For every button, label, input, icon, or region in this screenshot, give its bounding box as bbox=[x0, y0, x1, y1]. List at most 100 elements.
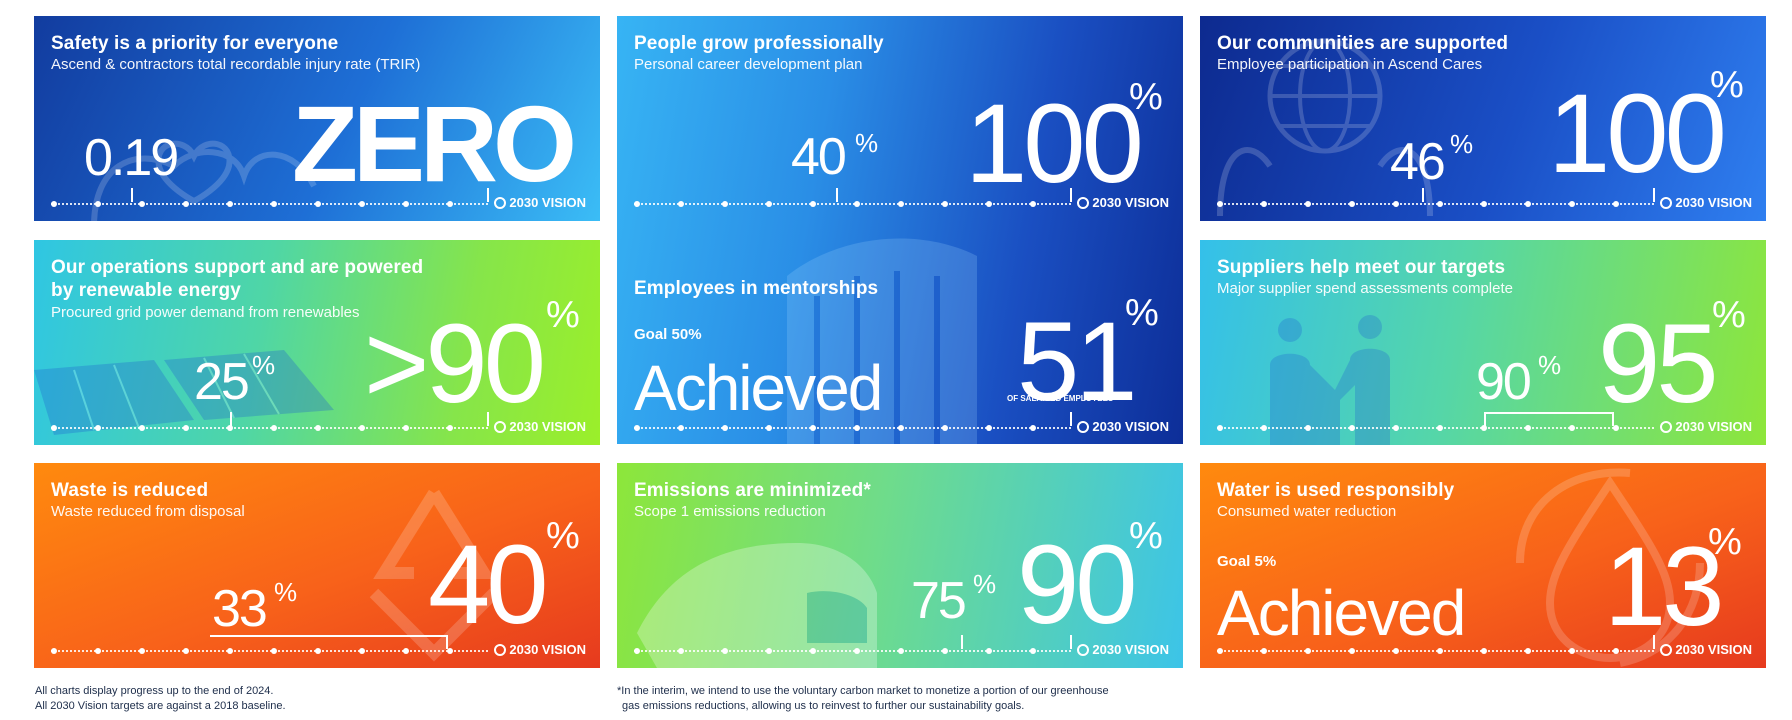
target-tick bbox=[487, 412, 489, 426]
current-tick bbox=[961, 635, 963, 649]
target-ring-icon bbox=[494, 644, 507, 656]
current-value: 40 bbox=[791, 128, 847, 186]
current-value: 46 bbox=[1390, 133, 1446, 191]
timeline bbox=[634, 425, 1071, 431]
goal-label: Goal 5% bbox=[1217, 553, 1277, 570]
target-value: ZERO bbox=[292, 83, 577, 204]
target-value: 100 bbox=[1548, 71, 1727, 196]
target-tick bbox=[1612, 412, 1614, 426]
footnote-line: All charts display progress up to the en… bbox=[35, 685, 274, 697]
card-subtitle: Waste reduced from disposal bbox=[51, 503, 245, 520]
card-title: Our communities are supported bbox=[1217, 33, 1509, 54]
timeline bbox=[634, 648, 1071, 654]
current-tick bbox=[836, 188, 838, 202]
target-value: 40 bbox=[428, 522, 549, 647]
card-title: Emissions are minimized* bbox=[634, 480, 871, 501]
vision-label: 2030 VISION bbox=[1660, 420, 1752, 434]
target-value: 95 bbox=[1598, 301, 1719, 426]
target-tick bbox=[446, 635, 448, 649]
current-value: 90 bbox=[1476, 353, 1532, 411]
timeline bbox=[1217, 648, 1654, 654]
target-percent: % bbox=[1129, 76, 1163, 118]
target-tick bbox=[1070, 635, 1072, 649]
target-ring-icon bbox=[1660, 644, 1673, 656]
footnote-line: All 2030 Vision targets are against a 20… bbox=[35, 700, 286, 712]
target-percent: % bbox=[1710, 64, 1744, 106]
card-subtitle: Consumed water reduction bbox=[1217, 503, 1397, 520]
vision-label: 2030 VISION bbox=[494, 643, 586, 657]
card-water: Water is used responsibly Consumed water… bbox=[1200, 463, 1766, 668]
current-value: 75 bbox=[911, 572, 967, 630]
timeline bbox=[51, 201, 488, 207]
card-renewable: Our operations support and are powered b… bbox=[34, 240, 600, 445]
card-title-line2: by renewable energy bbox=[51, 280, 241, 301]
target-percent: % bbox=[1125, 292, 1159, 334]
footnote-line: *In the interim, we intend to use the vo… bbox=[617, 685, 1109, 697]
footnote-left: All charts display progress up to the en… bbox=[35, 684, 286, 714]
target-percent: % bbox=[1129, 515, 1163, 557]
current-percent: % bbox=[973, 569, 997, 599]
current-percent: % bbox=[855, 128, 879, 158]
card-subtitle: Scope 1 emissions reduction bbox=[634, 503, 826, 520]
target-percent: % bbox=[546, 515, 580, 557]
target-tick bbox=[1653, 188, 1655, 202]
card-subtitle: Ascend & contractors total recordable in… bbox=[51, 56, 421, 73]
vision-label: 2030 VISION bbox=[494, 196, 586, 210]
vision-label: 2030 VISION bbox=[494, 420, 586, 434]
card-emissions: Emissions are minimized* Scope 1 emissio… bbox=[617, 463, 1183, 668]
timeline bbox=[634, 201, 1071, 207]
target-value: 100 bbox=[965, 81, 1144, 206]
recycle-icon bbox=[369, 489, 499, 662]
timeline bbox=[51, 425, 488, 431]
card-title: Water is used responsibly bbox=[1217, 480, 1455, 501]
card-title: Waste is reduced bbox=[51, 480, 209, 501]
target-tick bbox=[1070, 412, 1072, 426]
card-subtitle: Major supplier spend assessments complet… bbox=[1217, 280, 1513, 297]
current-percent: % bbox=[1450, 129, 1474, 159]
target-ring-icon bbox=[494, 421, 507, 433]
card-subtitle: Employee participation in Ascend Cares bbox=[1217, 56, 1483, 73]
target-percent: % bbox=[1708, 521, 1742, 563]
target-value: 13 bbox=[1604, 524, 1725, 649]
timeline bbox=[1217, 201, 1654, 207]
card-title: People grow professionally bbox=[634, 33, 884, 54]
current-tick bbox=[230, 412, 232, 426]
vision-label: 2030 VISION bbox=[1077, 420, 1169, 434]
target-ring-icon bbox=[494, 197, 507, 209]
current-percent: % bbox=[1538, 350, 1562, 380]
solar-panel-icon bbox=[34, 350, 334, 435]
card-communities: Our communities are supported Employee p… bbox=[1200, 16, 1766, 221]
target-value: 90 bbox=[1017, 522, 1138, 647]
target-value: 51 bbox=[1017, 299, 1138, 424]
card-title: Safety is a priority for everyone bbox=[51, 33, 339, 54]
water-drop-icon bbox=[1516, 468, 1704, 667]
goal-label: Goal 50% bbox=[634, 326, 702, 343]
target-ring-icon bbox=[1077, 421, 1090, 433]
card-suppliers: Suppliers help meet our targets Major su… bbox=[1200, 240, 1766, 445]
vision-label: 2030 VISION bbox=[1660, 643, 1752, 657]
footnote-line: gas emissions reductions, allowing us to… bbox=[622, 700, 1025, 712]
globe-hands-icon bbox=[1217, 38, 1433, 217]
target-value: >90 bbox=[364, 301, 546, 426]
current-tick bbox=[1422, 188, 1424, 202]
train-icon bbox=[637, 543, 877, 668]
current-percent: % bbox=[252, 350, 276, 380]
bracket-line bbox=[210, 635, 446, 637]
target-tick bbox=[1653, 635, 1655, 649]
target-percent: % bbox=[546, 294, 580, 336]
target-note: OF SALARIED EMPLOYEES bbox=[1007, 394, 1114, 403]
card-title: Suppliers help meet our targets bbox=[1217, 257, 1506, 278]
target-ring-icon bbox=[1660, 421, 1673, 433]
card-people: People grow professionally Personal care… bbox=[617, 16, 1183, 444]
vision-label: 2030 VISION bbox=[1077, 196, 1169, 210]
current-tick bbox=[131, 188, 133, 202]
card-subtitle: Personal career development plan bbox=[634, 56, 863, 73]
target-ring-icon bbox=[1077, 644, 1090, 656]
target-ring-icon bbox=[1660, 197, 1673, 209]
card-subtitle: Procured grid power demand from renewabl… bbox=[51, 304, 360, 321]
achieved-label: Achieved bbox=[1217, 577, 1466, 649]
handshake-people-icon bbox=[1270, 315, 1390, 445]
achieved-label: Achieved bbox=[634, 352, 883, 424]
target-tick bbox=[1070, 188, 1072, 202]
building-icon bbox=[787, 238, 977, 444]
